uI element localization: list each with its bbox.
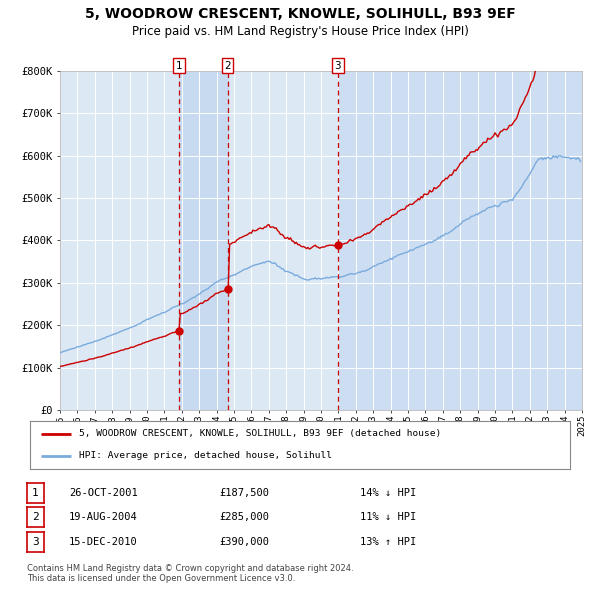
Bar bbox=[179, 71, 227, 410]
Text: £187,500: £187,500 bbox=[219, 488, 269, 497]
Text: Price paid vs. HM Land Registry's House Price Index (HPI): Price paid vs. HM Land Registry's House … bbox=[131, 25, 469, 38]
Text: 26-OCT-2001: 26-OCT-2001 bbox=[69, 488, 138, 497]
Text: 1: 1 bbox=[32, 488, 39, 497]
Text: 5, WOODROW CRESCENT, KNOWLE, SOLIHULL, B93 9EF (detached house): 5, WOODROW CRESCENT, KNOWLE, SOLIHULL, B… bbox=[79, 430, 441, 438]
Bar bbox=[573, 71, 583, 410]
Bar bbox=[338, 71, 582, 410]
Text: 19-AUG-2004: 19-AUG-2004 bbox=[69, 513, 138, 522]
Text: 3: 3 bbox=[334, 61, 341, 71]
Text: 1: 1 bbox=[175, 61, 182, 71]
Text: 3: 3 bbox=[32, 537, 39, 547]
Text: £390,000: £390,000 bbox=[219, 537, 269, 547]
Text: £285,000: £285,000 bbox=[219, 513, 269, 522]
Text: 15-DEC-2010: 15-DEC-2010 bbox=[69, 537, 138, 547]
Text: 5, WOODROW CRESCENT, KNOWLE, SOLIHULL, B93 9EF: 5, WOODROW CRESCENT, KNOWLE, SOLIHULL, B… bbox=[85, 7, 515, 21]
Text: 11% ↓ HPI: 11% ↓ HPI bbox=[360, 513, 416, 522]
Text: 13% ↑ HPI: 13% ↑ HPI bbox=[360, 537, 416, 547]
Text: 2: 2 bbox=[224, 61, 231, 71]
Text: HPI: Average price, detached house, Solihull: HPI: Average price, detached house, Soli… bbox=[79, 451, 332, 460]
Text: 14% ↓ HPI: 14% ↓ HPI bbox=[360, 488, 416, 497]
Text: 2: 2 bbox=[32, 513, 39, 522]
Text: Contains HM Land Registry data © Crown copyright and database right 2024.
This d: Contains HM Land Registry data © Crown c… bbox=[27, 563, 353, 583]
